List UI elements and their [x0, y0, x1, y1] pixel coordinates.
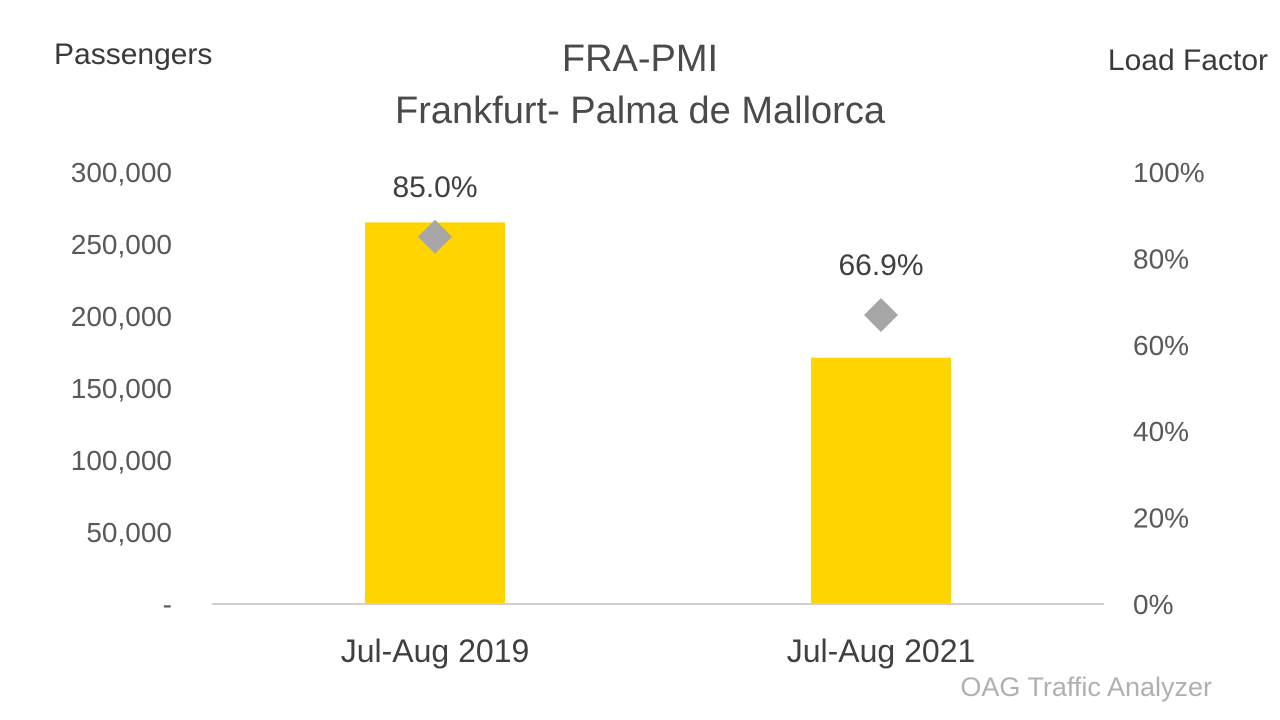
y-axis-left-label: Passengers — [54, 38, 213, 71]
y-tick-label-right: 40% — [1133, 416, 1189, 447]
y-tick-label-left: - — [163, 589, 172, 620]
y-tick-label-left: 100,000 — [71, 445, 172, 476]
y-tick-label-right: 100% — [1133, 157, 1205, 188]
chart-subtitle: Frankfurt- Palma de Mallorca — [395, 90, 885, 132]
y-axis-right-label: Load Factor — [1107, 44, 1268, 77]
y-tick-label-right: 20% — [1133, 503, 1189, 534]
data-label: 85.0% — [392, 171, 477, 204]
y-tick-label-right: 60% — [1133, 330, 1189, 361]
y-tick-label-left: 50,000 — [86, 517, 172, 548]
y-tick-label-left: 150,000 — [71, 373, 172, 404]
x-tick-label: Jul-Aug 2019 — [341, 633, 530, 669]
y-tick-label-left: 200,000 — [71, 301, 172, 332]
y-tick-label-left: 250,000 — [71, 229, 172, 260]
chart-title: FRA-PMI — [561, 38, 719, 80]
data-label: 66.9% — [838, 249, 923, 282]
source-label: OAG Traffic Analyzer — [960, 672, 1212, 702]
y-tick-label-left: 300,000 — [71, 157, 172, 188]
bar — [365, 222, 505, 604]
load-factor-marker — [418, 219, 452, 254]
y-tick-label-right: 80% — [1133, 243, 1189, 274]
y-tick-label-right: 0% — [1133, 589, 1173, 620]
bar — [811, 357, 951, 604]
x-tick-label: Jul-Aug 2021 — [787, 633, 976, 669]
load-factor-marker — [864, 297, 898, 332]
